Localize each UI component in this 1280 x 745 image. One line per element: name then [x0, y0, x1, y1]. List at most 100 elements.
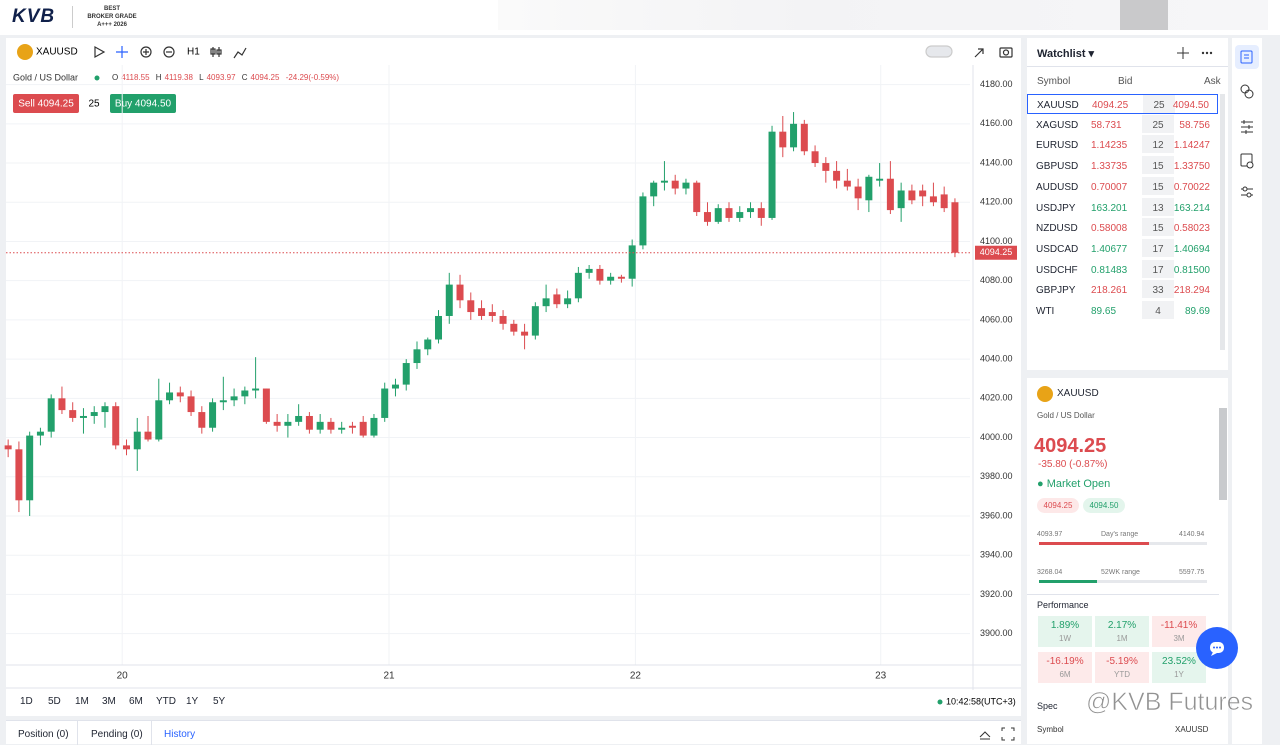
chart-panel [6, 38, 1021, 716]
performance-label: 1M [1116, 634, 1128, 643]
camera-icon[interactable] [999, 47, 1013, 58]
sell-label[interactable]: Sell 4094.25 [18, 99, 74, 110]
watchlist-row[interactable]: XAGUSD 58.731 25 58.756 [1027, 114, 1218, 135]
candle-body [886, 178, 894, 211]
candle-body [219, 400, 227, 403]
watchlist-title[interactable]: Watchlist ▾ [1037, 48, 1095, 60]
bid: 1.33735 [1091, 161, 1128, 173]
candle-body [531, 306, 539, 336]
clock: 10:42:58(UTC+3) [946, 696, 1016, 706]
watchlist-row[interactable]: WTI 89.65 4 89.69 [1027, 301, 1218, 321]
more-icon[interactable] [1201, 51, 1213, 55]
logo[interactable]: KVB [12, 6, 56, 27]
tab[interactable]: Position (0) [6, 721, 78, 745]
cursor-icon[interactable] [94, 45, 106, 59]
candle-body [929, 196, 937, 203]
bid: 1.14235 [1091, 140, 1128, 152]
l-label: L [199, 73, 204, 82]
buy-label[interactable]: Buy 4094.50 [115, 99, 172, 110]
candle-body [166, 392, 174, 401]
quantity[interactable]: 25 [88, 99, 100, 110]
range-button[interactable]: 1D [20, 696, 33, 707]
y-tick-label: 4040.00 [980, 353, 1013, 363]
symbol[interactable]: XAUUSD [36, 47, 78, 58]
day-range-track [1039, 542, 1207, 545]
candle-body [273, 421, 281, 426]
candle-body [714, 208, 722, 222]
candle-body [467, 300, 475, 313]
symbol-icon [17, 44, 33, 60]
performance-value: 23.52% [1162, 656, 1196, 667]
alerts-icon[interactable] [1240, 84, 1250, 94]
candle-body [381, 388, 389, 418]
toggle[interactable] [925, 45, 953, 58]
panel-icons[interactable] [979, 727, 1015, 741]
ask: 1.40694 [1173, 243, 1210, 255]
zoom-in-icon[interactable] [140, 46, 152, 58]
watchlist-row[interactable]: XAUUSD 4094.25 25 4094.50 [1027, 94, 1218, 114]
sell-button[interactable] [13, 94, 79, 113]
watchlist-actions [1177, 47, 1213, 59]
ask: 163.214 [1173, 202, 1210, 214]
symbol: AUDUSD [1036, 181, 1079, 193]
watchlist-row[interactable]: USDCHF 0.81483 17 0.81500 [1027, 259, 1218, 280]
candle-body [47, 398, 55, 432]
candle-body [854, 186, 862, 199]
candle-body [327, 421, 335, 430]
spread: 17 [1142, 259, 1174, 278]
ask: 0.70022 [1173, 181, 1210, 193]
candle-body [574, 272, 582, 299]
range-button[interactable]: 3M [102, 696, 116, 707]
watchlist-row[interactable]: USDCAD 1.40677 17 1.40694 [1027, 238, 1218, 259]
tab[interactable]: Pending (0) [78, 721, 152, 745]
watchlist-row[interactable]: GBPUSD 1.33735 15 1.33750 [1027, 156, 1218, 176]
ask: 1.14247 [1173, 140, 1210, 152]
buy-button[interactable] [110, 94, 176, 113]
range-button[interactable]: 1M [75, 696, 89, 707]
indicator-icon[interactable] [233, 47, 247, 59]
candle-body [650, 182, 658, 197]
settings-icon[interactable] [1241, 120, 1253, 134]
candle-body [478, 308, 486, 316]
bid: 163.201 [1091, 202, 1128, 214]
calendar-icon[interactable] [1240, 153, 1253, 167]
watchlist-row[interactable]: NZDUSD 0.58008 15 0.58023 [1027, 218, 1218, 238]
range-button[interactable]: 5Y [213, 696, 226, 707]
scrollbar[interactable] [1219, 408, 1227, 500]
tab-active[interactable]: History [164, 729, 196, 740]
fullscreen-icon[interactable] [974, 48, 984, 58]
range-button[interactable]: YTD [156, 696, 176, 707]
c-value: 4094.25 [251, 73, 280, 82]
range-button[interactable]: 6M [129, 696, 143, 707]
watchlist-row[interactable]: AUDUSD 0.70007 15 0.70022 [1027, 176, 1218, 197]
candle-body [424, 339, 432, 350]
watchlist-row[interactable]: GBPJPY 218.261 33 218.294 [1027, 280, 1218, 300]
bid: 0.70007 [1091, 181, 1128, 193]
change: -24.29(-0.59%) [286, 73, 340, 82]
symbol: GBPUSD [1036, 161, 1079, 173]
candle-body [26, 435, 34, 501]
watchlist-row[interactable]: EURUSD 1.14235 12 1.14247 [1027, 135, 1218, 155]
watchlist-title-text[interactable]: Watchlist [1037, 48, 1086, 60]
add-icon[interactable] [1177, 47, 1189, 59]
side-icon-active[interactable] [1235, 45, 1259, 69]
crosshair-icon[interactable] [116, 46, 128, 58]
performance-label: 1W [1059, 634, 1071, 643]
candle-body [940, 194, 948, 209]
x-tick-label: 20 [117, 671, 129, 682]
watchlist-row[interactable]: USDJPY 163.201 13 163.214 [1027, 197, 1218, 218]
watchlist-panel: Watchlist ▾ Symbol Bid Ask [1027, 38, 1228, 370]
watchlist-icon[interactable] [1240, 50, 1253, 64]
interval[interactable]: H1 [187, 47, 200, 58]
candle-body [800, 123, 808, 152]
range-button[interactable]: 5D [48, 696, 61, 707]
range-button[interactable]: 1Y [186, 696, 199, 707]
y-tick-label: 4080.00 [980, 275, 1013, 285]
scrollbar[interactable] [1220, 94, 1225, 350]
candle-body [790, 123, 798, 148]
chat-button[interactable] [1196, 627, 1238, 669]
zoom-out-icon[interactable] [163, 46, 175, 58]
candle-body [521, 331, 529, 336]
h-label: H [156, 73, 162, 82]
wk-high: 5597.75 [1179, 569, 1205, 576]
